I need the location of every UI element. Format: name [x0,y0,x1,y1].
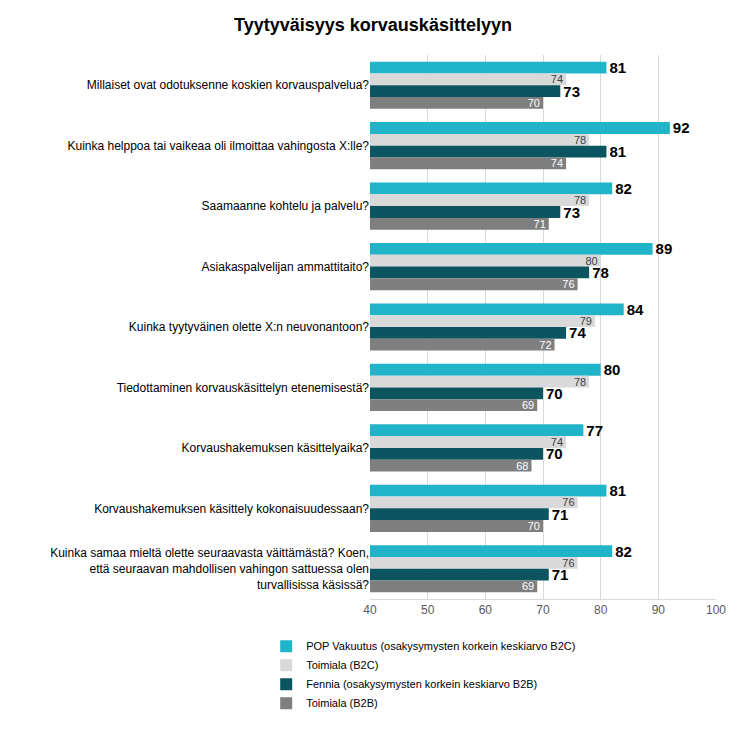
svg-text:40: 40 [363,603,377,617]
svg-text:78: 78 [574,376,586,388]
svg-text:76: 76 [562,278,574,290]
svg-text:71: 71 [552,506,569,523]
svg-text:POP Vakuutus (osakysymysten ko: POP Vakuutus (osakysymysten korkein kesk… [306,640,575,652]
svg-text:Kuinka samaa mieltä olette seu: Kuinka samaa mieltä olette seuraavasta v… [50,546,369,591]
svg-text:80: 80 [585,255,597,267]
svg-text:70: 70 [546,385,563,402]
svg-text:Korvaushakemuksen käsittelyaik: Korvaushakemuksen käsittelyaika? [182,441,370,455]
svg-text:Toimiala (B2C): Toimiala (B2C) [306,659,378,671]
svg-text:82: 82 [615,180,632,197]
svg-text:81: 81 [609,143,626,160]
svg-text:Kuinka helppoa tai vaikeaa oli: Kuinka helppoa tai vaikeaa oli ilmoittaa… [67,139,369,153]
svg-text:71: 71 [534,218,546,230]
svg-text:80: 80 [594,603,608,617]
svg-text:71: 71 [552,566,569,583]
svg-text:76: 76 [562,496,574,508]
svg-text:69: 69 [522,399,534,411]
svg-text:90: 90 [652,603,666,617]
svg-text:Toimiala (B2B): Toimiala (B2B) [306,697,378,709]
svg-text:68: 68 [516,460,528,472]
svg-text:Tiedottaminen korvauskäsittely: Tiedottaminen korvauskäsittelyn etenemis… [117,381,370,395]
svg-text:89: 89 [656,240,673,257]
svg-text:Millaiset ovat odotuksenne kos: Millaiset ovat odotuksenne koskien korva… [87,78,369,92]
svg-text:76: 76 [562,557,574,569]
svg-text:74: 74 [551,73,563,85]
svg-text:82: 82 [615,543,632,560]
svg-text:92: 92 [673,119,690,136]
svg-text:70: 70 [536,603,550,617]
svg-text:78: 78 [574,194,586,206]
svg-text:Korvaushakemuksen käsittely ko: Korvaushakemuksen käsittely kokonaisuude… [94,502,369,516]
svg-text:70: 70 [528,97,540,109]
svg-text:70: 70 [528,520,540,532]
svg-text:Tyytyväisyys korvauskäsittelyy: Tyytyväisyys korvauskäsittelyyn [234,15,512,35]
svg-text:Fennia (osakysymysten korkein: Fennia (osakysymysten korkein keskiarvo … [306,678,537,690]
svg-text:74: 74 [569,324,586,341]
svg-text:78: 78 [574,134,586,146]
svg-text:72: 72 [539,339,551,351]
svg-text:78: 78 [592,264,609,281]
svg-text:60: 60 [479,603,493,617]
svg-text:80: 80 [604,361,621,378]
svg-text:84: 84 [627,301,644,318]
svg-text:69: 69 [522,580,534,592]
svg-text:Asiakaspalvelijan ammattitaito: Asiakaspalvelijan ammattitaito? [202,260,370,274]
svg-text:81: 81 [609,59,626,76]
svg-text:79: 79 [580,315,592,327]
svg-text:70: 70 [546,445,563,462]
svg-text:73: 73 [563,204,580,221]
svg-text:74: 74 [551,157,563,169]
svg-text:81: 81 [609,482,626,499]
svg-text:74: 74 [551,436,563,448]
svg-text:Kuinka tyytyväinen olette X:n: Kuinka tyytyväinen olette X:n neuvonanto… [129,320,369,334]
svg-text:Saamaanne kohtelu ja palvelu?: Saamaanne kohtelu ja palvelu? [202,199,370,213]
svg-text:50: 50 [421,603,435,617]
svg-text:73: 73 [563,83,580,100]
svg-text:100: 100 [706,603,726,617]
svg-text:77: 77 [586,422,603,439]
